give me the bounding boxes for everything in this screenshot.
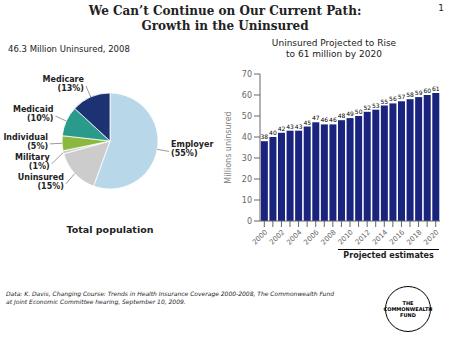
svg-text:56: 56 bbox=[389, 95, 397, 102]
svg-text:10: 10 bbox=[242, 196, 252, 205]
svg-text:2014: 2014 bbox=[371, 228, 390, 247]
html-text:Uninsured Projected to Rise to: Uninsured Projected to Rise to 61 millio… bbox=[271, 38, 397, 59]
html-text:Projected estimates: Projected estimates bbox=[343, 251, 434, 260]
svg-text:2012: 2012 bbox=[354, 228, 372, 246]
html-text:1: 1 bbox=[438, 3, 444, 13]
svg-text:2000: 2000 bbox=[251, 228, 269, 246]
svg-text:Uninsured(15%): Uninsured(15%) bbox=[18, 173, 64, 191]
svg-text:2002: 2002 bbox=[268, 228, 286, 246]
html-text:Total population: Total population bbox=[66, 224, 154, 235]
svg-text:Employer(55%): Employer(55%) bbox=[171, 140, 213, 158]
svg-text:53: 53 bbox=[372, 102, 380, 109]
svg-text:2004: 2004 bbox=[285, 228, 304, 247]
svg-text:60: 60 bbox=[242, 91, 252, 100]
svg-text:48: 48 bbox=[338, 112, 346, 119]
html-text:Data: K. Davis, Changing Cours: Data: K. Davis, Changing Course: Trends … bbox=[6, 290, 334, 305]
svg-text:40: 40 bbox=[242, 133, 252, 142]
svg-text:2016: 2016 bbox=[388, 228, 407, 247]
svg-text:42: 42 bbox=[278, 125, 286, 132]
svg-text:45: 45 bbox=[303, 119, 311, 126]
svg-text:52: 52 bbox=[363, 104, 371, 111]
svg-text:58: 58 bbox=[406, 91, 414, 98]
svg-text:2018: 2018 bbox=[405, 228, 423, 246]
svg-text:Medicaid(10%): Medicaid(10%) bbox=[13, 105, 54, 123]
svg-text:59: 59 bbox=[415, 89, 423, 96]
svg-text:0: 0 bbox=[247, 217, 252, 226]
svg-text:43: 43 bbox=[295, 123, 303, 130]
svg-text:46: 46 bbox=[329, 116, 337, 123]
svg-text:47: 47 bbox=[312, 114, 320, 121]
svg-text:57: 57 bbox=[398, 93, 406, 100]
svg-text:38: 38 bbox=[261, 133, 269, 140]
svg-text:40: 40 bbox=[269, 129, 277, 136]
svg-text:60: 60 bbox=[423, 87, 431, 94]
svg-text:2008: 2008 bbox=[320, 228, 338, 246]
svg-text:49: 49 bbox=[346, 110, 354, 117]
svg-text:70: 70 bbox=[242, 70, 252, 79]
svg-text:46: 46 bbox=[321, 116, 329, 123]
svg-text:61: 61 bbox=[432, 85, 440, 92]
svg-text:2020: 2020 bbox=[422, 228, 440, 246]
svg-text:20: 20 bbox=[242, 175, 252, 184]
html-text:THE COMMONWEALTH FUND: THE COMMONWEALTH FUND bbox=[383, 300, 433, 318]
html-text:46.3 Million Uninsured, 2008: 46.3 Million Uninsured, 2008 bbox=[8, 44, 130, 54]
svg-text:2010: 2010 bbox=[337, 228, 355, 246]
svg-text:Military(1%): Military(1%) bbox=[15, 153, 50, 171]
svg-text:30: 30 bbox=[242, 154, 252, 163]
svg-text:Medicare(13%): Medicare(13%) bbox=[43, 75, 85, 93]
svg-text:43: 43 bbox=[286, 123, 294, 130]
svg-text:55: 55 bbox=[381, 98, 389, 105]
html-text:We Can’t Continue on Our Curre: We Can’t Continue on Our Current Path: G… bbox=[88, 4, 362, 33]
svg-text:50: 50 bbox=[355, 108, 363, 115]
svg-text:50: 50 bbox=[242, 112, 252, 121]
svg-text:Millions uninsured: Millions uninsured bbox=[224, 111, 233, 183]
svg-text:2006: 2006 bbox=[302, 228, 321, 247]
svg-text:Individual(5%): Individual(5%) bbox=[8, 133, 48, 151]
